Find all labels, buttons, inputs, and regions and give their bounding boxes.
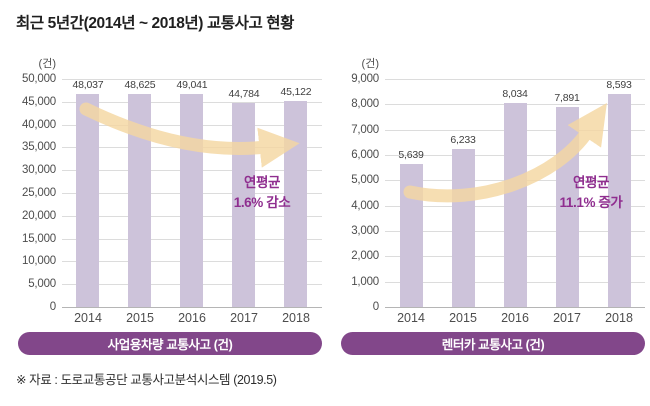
- bar: [607, 94, 631, 307]
- x-tick-label: 2017: [553, 311, 581, 325]
- bar-column: 8,034: [502, 79, 528, 307]
- x-axis: 2014 2015 2016 2017 2018: [18, 311, 322, 325]
- bar-slot: 6,233: [437, 79, 489, 307]
- bar-slot: 5,639: [385, 79, 437, 307]
- axis-baseline: [385, 307, 645, 308]
- y-tick-label: 8,000: [351, 98, 379, 111]
- y-tick-label: 0: [49, 301, 56, 313]
- trend-annotation-line1: 연평균: [572, 175, 610, 190]
- bar-value-label: 45,122: [280, 86, 312, 99]
- bar-value-label: 5,639: [398, 149, 424, 162]
- x-axis: 2014 2015 2016 2017 2018: [341, 311, 645, 325]
- bar: [399, 164, 423, 307]
- x-tick-label: 2016: [178, 311, 206, 325]
- bar-value-label: 7,891: [554, 92, 580, 105]
- y-tick-label: 40,000: [22, 118, 56, 131]
- chart-caption-pill: 렌터카 교통사고 (건): [341, 332, 645, 355]
- y-tick-label: 35,000: [22, 141, 56, 154]
- x-axis-labels: 2014 2015 2016 2017 2018: [385, 311, 645, 325]
- chart-business-vehicle-accidents: (건) 50,000 45,000 40,000 35,000 30,000 25,000…: [18, 57, 322, 355]
- y-tick-label: 25,000: [22, 187, 56, 199]
- x-tick-label: 2016: [501, 311, 529, 325]
- bar-slot: 48,625: [114, 79, 166, 307]
- chart-caption-pill: 사업용차량 교통사고 (건): [18, 332, 322, 355]
- y-axis-unit-label: (건): [361, 58, 379, 70]
- trend-annotation-line2: 1.6% 감소: [233, 194, 291, 210]
- y-tick-label: 50,000: [22, 73, 56, 85]
- y-tick-label: 7,000: [351, 123, 379, 136]
- bar-value-label: 49,041: [176, 79, 208, 91]
- y-tick-label: 9,000: [351, 73, 379, 85]
- bar-column: 48,037: [73, 79, 104, 307]
- charts-row: (건) 50,000 45,000 40,000 35,000 30,000 25,000…: [18, 57, 645, 355]
- x-tick-label: 2015: [449, 311, 477, 325]
- y-tick-label: 4,000: [351, 199, 379, 212]
- gridline: [62, 79, 322, 80]
- y-tick-label: 3,000: [351, 224, 379, 237]
- bar-value-label: 8,593: [606, 79, 632, 91]
- gridline: [385, 79, 645, 80]
- plot-area: 48,037 48,625 49,041 44,784 45,122 연평균: [62, 79, 322, 308]
- bar-slot: 49,041: [166, 79, 218, 307]
- bar-value-label: 8,034: [502, 88, 528, 101]
- bar: [503, 103, 527, 307]
- x-tick-label: 2017: [230, 311, 258, 325]
- trend-annotation-line2: 11.1% 증가: [559, 194, 623, 210]
- x-tick-label: 2018: [282, 311, 310, 325]
- bar-slot: 8,593: [593, 79, 645, 307]
- y-tick-label: 45,000: [22, 95, 56, 108]
- bar: [451, 149, 475, 307]
- chart-rental-car-accidents: (건) 9,000 8,000 7,000 6,000 5,000 4,000 3,000 2…: [341, 57, 645, 355]
- y-tick-label: 6,000: [351, 148, 379, 161]
- y-tick-label: 10,000: [22, 255, 56, 268]
- bar-column: 5,639: [398, 79, 424, 307]
- plot-area: 5,639 6,233 8,034 7,891 8,593 연평균: [385, 79, 645, 308]
- y-tick-label: 15,000: [22, 232, 56, 245]
- x-tick-label: 2015: [126, 311, 154, 325]
- y-axis-unit-label: (건): [38, 58, 56, 70]
- axis-baseline: [62, 307, 322, 308]
- bar-value-label: 44,784: [228, 87, 260, 100]
- y-tick-label: 20,000: [22, 209, 56, 222]
- bar-slot: 8,034: [489, 79, 541, 307]
- x-tick-label: 2014: [74, 311, 102, 325]
- bar-value-label: 6,233: [450, 134, 476, 147]
- x-tick-label: 2018: [605, 311, 633, 325]
- y-tick-label: 1,000: [351, 275, 379, 288]
- bar: [180, 94, 204, 307]
- y-tick-label: 5,000: [28, 278, 56, 291]
- trend-annotation: 연평균 1.6% 감소: [234, 173, 291, 212]
- y-tick-label: 5,000: [351, 174, 379, 187]
- trend-annotation: 연평균 11.1% 증가: [560, 173, 623, 212]
- x-axis-labels: 2014 2015 2016 2017 2018: [62, 311, 322, 325]
- y-tick-label: 2,000: [351, 250, 379, 263]
- bar-value-label: 48,625: [124, 79, 156, 91]
- bar-column: 49,041: [177, 79, 208, 307]
- y-tick-label: 0: [372, 301, 379, 313]
- y-axis: 50,000 45,000 40,000 35,000 30,000 25,000 20,0…: [18, 73, 62, 313]
- bar-value-label: 48,037: [72, 79, 104, 91]
- bar-column: 6,233: [450, 79, 476, 307]
- page-title: 최근 5년간(2014년 ~ 2018년) 교통사고 현황: [16, 15, 295, 32]
- y-tick-label: 30,000: [22, 164, 56, 177]
- bar: [76, 94, 100, 307]
- bar: [128, 94, 152, 307]
- bar-column: 48,625: [125, 79, 156, 307]
- y-axis: 9,000 8,000 7,000 6,000 5,000 4,000 3,000 2,000…: [341, 73, 385, 313]
- trend-annotation-line1: 연평균: [243, 175, 281, 190]
- bar-slot: 48,037: [62, 79, 114, 307]
- source-note: ※ 자료 : 도로교통공단 교통사고분석시스템 (2019.5): [16, 373, 277, 387]
- x-tick-label: 2014: [397, 311, 425, 325]
- bar-column: 8,593: [606, 79, 632, 307]
